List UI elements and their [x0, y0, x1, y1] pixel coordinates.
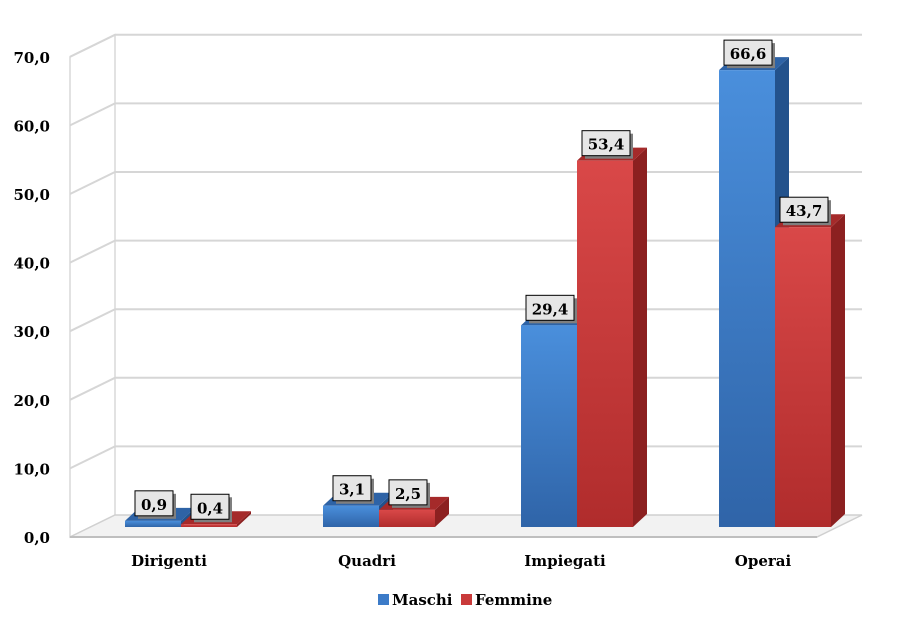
data-label: 0,9: [134, 490, 176, 519]
data-label-box: [190, 493, 230, 520]
data-labels: 0,9 0,4 3,1 2,5 29,4 53,4 66,6 43,7: [134, 39, 831, 523]
legend-swatch: [461, 594, 472, 605]
bars: [125, 57, 845, 528]
x-category-label: Quadri: [338, 552, 396, 570]
legend: Maschi Femmine: [378, 591, 552, 609]
data-label: 66,6: [723, 39, 775, 69]
legend-label: Femmine: [475, 591, 552, 609]
bar-femmine-operai: [775, 214, 845, 527]
y-tick-label: 40,0: [13, 255, 50, 273]
bar-front: [719, 70, 775, 528]
legend-item-maschi: Maschi: [378, 591, 453, 609]
bar-front: [181, 524, 237, 527]
data-label-box: [581, 130, 631, 157]
bar-side: [633, 147, 647, 527]
bar-femmine-impiegati: [577, 147, 647, 527]
data-label-value: 3,1: [339, 481, 365, 499]
category-labels: Dirigenti Quadri Impiegati Operai: [131, 552, 791, 570]
y-tick-label: 60,0: [13, 117, 50, 135]
chart-walls: [69, 33, 863, 539]
data-label-box: [388, 479, 428, 506]
bar-front: [521, 325, 577, 527]
data-label-value: 2,5: [395, 485, 421, 503]
data-label: 3,1: [332, 475, 374, 504]
y-tick-label: 70,0: [13, 49, 50, 67]
data-label-box: [525, 294, 575, 321]
data-label-value: 29,4: [532, 300, 569, 318]
side-wall: [69, 33, 116, 539]
data-label-value: 0,9: [141, 496, 167, 514]
bar-side: [831, 214, 845, 527]
legend-item-femmine: Femmine: [461, 591, 552, 609]
x-category-label: Impiegati: [524, 552, 606, 570]
data-label-value: 0,4: [197, 499, 223, 517]
y-tick-label: 30,0: [13, 323, 50, 341]
data-label-box: [332, 475, 372, 502]
data-label-value: 43,7: [786, 202, 823, 220]
data-label-box: [723, 39, 773, 66]
data-label-box: [134, 490, 174, 517]
data-label-box: [779, 196, 829, 223]
legend-swatch: [378, 594, 389, 605]
x-category-label: Dirigenti: [131, 552, 207, 570]
data-label: 29,4: [525, 294, 577, 324]
y-tick-label: 10,0: [13, 460, 50, 478]
bar-front: [379, 509, 435, 527]
bar-side: [435, 496, 449, 527]
gridline: [69, 102, 862, 127]
data-label-value: 66,6: [730, 45, 767, 63]
y-tick-label: 20,0: [13, 392, 50, 410]
bar-front: [775, 227, 831, 527]
y-axis-ticks: 0,0 10,0 20,0 30,0 40,0 50,0 60,0 70,0: [13, 49, 50, 547]
bar-front: [323, 505, 379, 527]
data-label: 0,4: [190, 493, 232, 523]
bar-side: [237, 511, 251, 527]
data-label: 2,5: [388, 479, 430, 508]
data-label: 43,7: [779, 196, 831, 226]
bar-front: [577, 160, 633, 527]
y-tick-label: 0,0: [24, 529, 50, 547]
bar-front: [125, 520, 181, 527]
y-tick-label: 50,0: [13, 186, 50, 204]
gridline: [69, 33, 862, 58]
legend-label: Maschi: [392, 591, 453, 609]
x-category-label: Operai: [735, 552, 792, 570]
data-label-value: 53,4: [588, 136, 625, 154]
data-label: 53,4: [581, 130, 633, 159]
